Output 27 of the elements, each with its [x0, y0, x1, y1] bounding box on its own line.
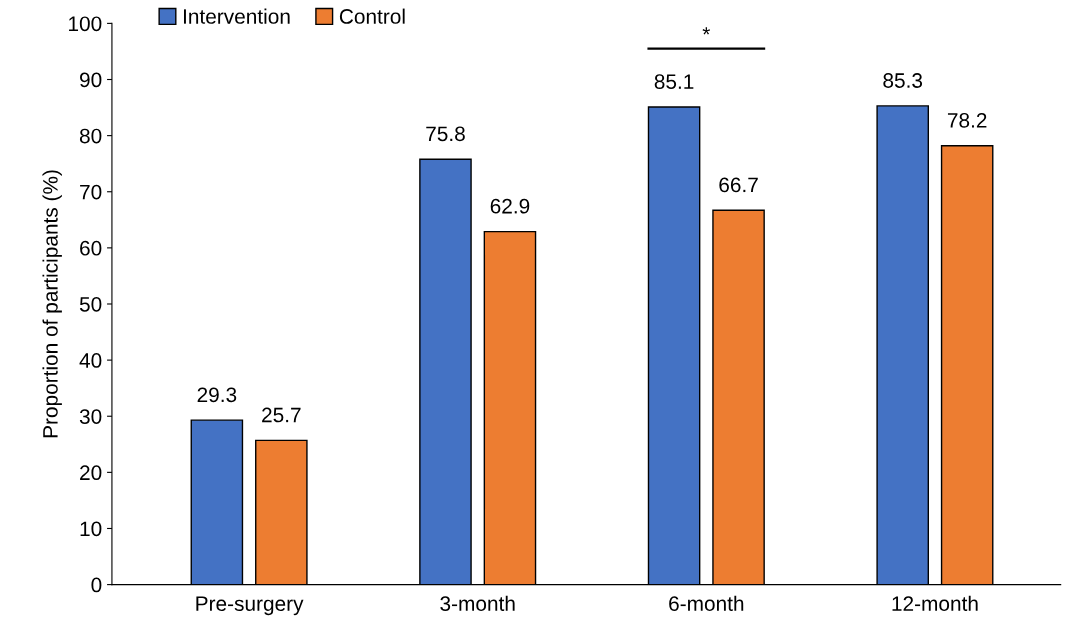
data-label: 85.3	[883, 73, 923, 88]
y-tick-label: 20	[80, 465, 102, 481]
y-tick-label: 60	[80, 240, 102, 256]
annotation: *	[702, 27, 711, 35]
data-label: 78.2	[947, 112, 987, 128]
x-tick-label: 3-month	[440, 595, 515, 612]
y-tick-label: 80	[79, 128, 102, 144]
data-label: 62.9	[490, 198, 530, 214]
data-label: 75.8	[426, 126, 465, 142]
y-axis-title: Proportion of participants (%)	[42, 170, 62, 438]
x-tick-label: 12-month	[892, 595, 978, 612]
y-tick-label: 30	[79, 409, 102, 424]
data-label: 66.7	[719, 177, 758, 193]
y-tick-label: 0	[91, 577, 102, 593]
legend-label: Control	[339, 8, 405, 24]
x-tick-label: Pre-surgery	[196, 596, 304, 616]
data-label: 85.1	[654, 74, 694, 89]
legend-label: Intervention	[183, 8, 290, 24]
x-tick-label: 6-month	[669, 595, 744, 612]
data-label: 25.7	[262, 407, 301, 423]
y-tick-label: 10	[80, 521, 102, 537]
y-tick-label: 40	[79, 353, 102, 368]
y-tick-label: 90	[80, 72, 102, 88]
y-tick-label: 100	[69, 16, 102, 32]
y-tick-label: 70	[80, 184, 102, 200]
data-label: 29.3	[197, 387, 237, 403]
y-tick-label: 50	[79, 296, 102, 312]
